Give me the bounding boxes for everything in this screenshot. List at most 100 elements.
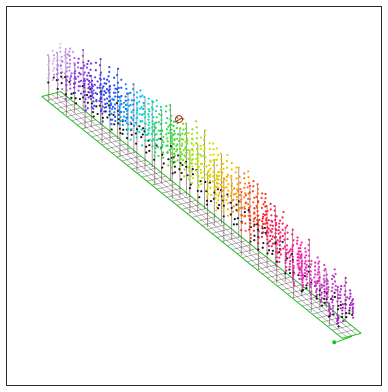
data-point <box>159 105 163 109</box>
data-point <box>277 229 280 232</box>
data-point <box>277 232 280 235</box>
data-point <box>179 161 182 165</box>
data-point <box>173 147 176 151</box>
data-point <box>59 46 62 49</box>
data-point <box>323 284 326 287</box>
data-point <box>147 97 150 100</box>
data-point <box>304 260 307 263</box>
data-point <box>343 284 346 287</box>
data-point <box>131 118 135 122</box>
data-point <box>307 243 310 246</box>
data-point <box>288 262 291 265</box>
data-point <box>269 224 272 227</box>
data-point <box>313 265 317 268</box>
data-point <box>262 213 265 216</box>
data-point <box>348 303 352 307</box>
data-point <box>330 289 333 293</box>
data-point <box>88 85 91 89</box>
data-point <box>305 287 308 290</box>
data-point <box>181 158 184 162</box>
data-point <box>336 308 340 311</box>
data-point <box>183 168 186 171</box>
data-point <box>132 108 135 112</box>
data-point <box>171 152 175 155</box>
data-point <box>194 157 197 160</box>
data-point <box>325 278 328 281</box>
data-point <box>144 122 147 125</box>
data-point <box>285 266 288 269</box>
data-point <box>90 90 93 93</box>
data-point <box>305 269 308 272</box>
data-point <box>284 261 287 264</box>
data-point <box>212 153 215 156</box>
data-point <box>89 74 93 78</box>
data-point <box>165 133 168 136</box>
data-point <box>65 89 68 92</box>
data-point <box>299 250 302 253</box>
data-point <box>307 249 310 252</box>
data-point <box>96 80 99 83</box>
data-point <box>203 149 206 152</box>
data-point <box>84 109 87 112</box>
data-point <box>156 145 160 149</box>
data-point <box>70 92 73 95</box>
data-point <box>108 84 112 88</box>
data-point <box>274 232 277 235</box>
data-point <box>252 179 255 183</box>
data-point <box>275 250 278 253</box>
data-point <box>244 222 247 225</box>
data-point <box>99 83 102 86</box>
data-point <box>275 260 279 263</box>
data-point <box>168 148 171 152</box>
data-point <box>188 153 191 156</box>
grid-edge <box>342 332 362 339</box>
data-point <box>278 251 281 254</box>
data-point <box>120 78 123 81</box>
data-point <box>344 303 348 306</box>
data-point <box>217 186 220 189</box>
data-point <box>217 174 221 178</box>
data-point <box>323 263 326 267</box>
data-point <box>303 262 306 265</box>
data-point <box>87 96 90 99</box>
data-point <box>289 260 292 263</box>
data-point <box>253 216 257 219</box>
data-point <box>155 99 158 102</box>
data-point <box>236 203 239 206</box>
data-point <box>68 58 72 61</box>
data-point <box>320 298 323 302</box>
data-point <box>308 265 312 269</box>
data-point <box>83 71 86 74</box>
data-point <box>233 217 236 221</box>
data-point <box>135 142 138 145</box>
data-point <box>217 199 220 202</box>
data-point <box>326 280 329 283</box>
data-point <box>56 64 60 67</box>
data-point <box>309 297 313 300</box>
data-point <box>349 301 352 305</box>
data-point <box>124 99 127 102</box>
data-point <box>47 81 50 84</box>
data-point <box>212 170 215 174</box>
data-point <box>148 138 151 141</box>
data-point <box>64 47 67 51</box>
data-point <box>214 209 218 212</box>
data-point <box>301 259 304 263</box>
data-point <box>285 269 288 272</box>
data-point <box>180 138 183 141</box>
data-point <box>143 104 146 107</box>
data-point <box>320 286 323 289</box>
data-point <box>95 105 98 108</box>
data-point <box>317 262 320 265</box>
data-point <box>77 75 80 78</box>
3d-plot-viewport[interactable] <box>6 6 382 386</box>
data-point <box>61 60 64 63</box>
data-point <box>113 76 116 79</box>
data-point <box>89 62 93 65</box>
data-point <box>325 273 328 276</box>
data-point <box>108 91 111 94</box>
data-point <box>157 121 160 124</box>
data-point <box>124 119 127 122</box>
data-point <box>105 97 109 100</box>
3d-scatter-scene[interactable] <box>7 7 381 385</box>
